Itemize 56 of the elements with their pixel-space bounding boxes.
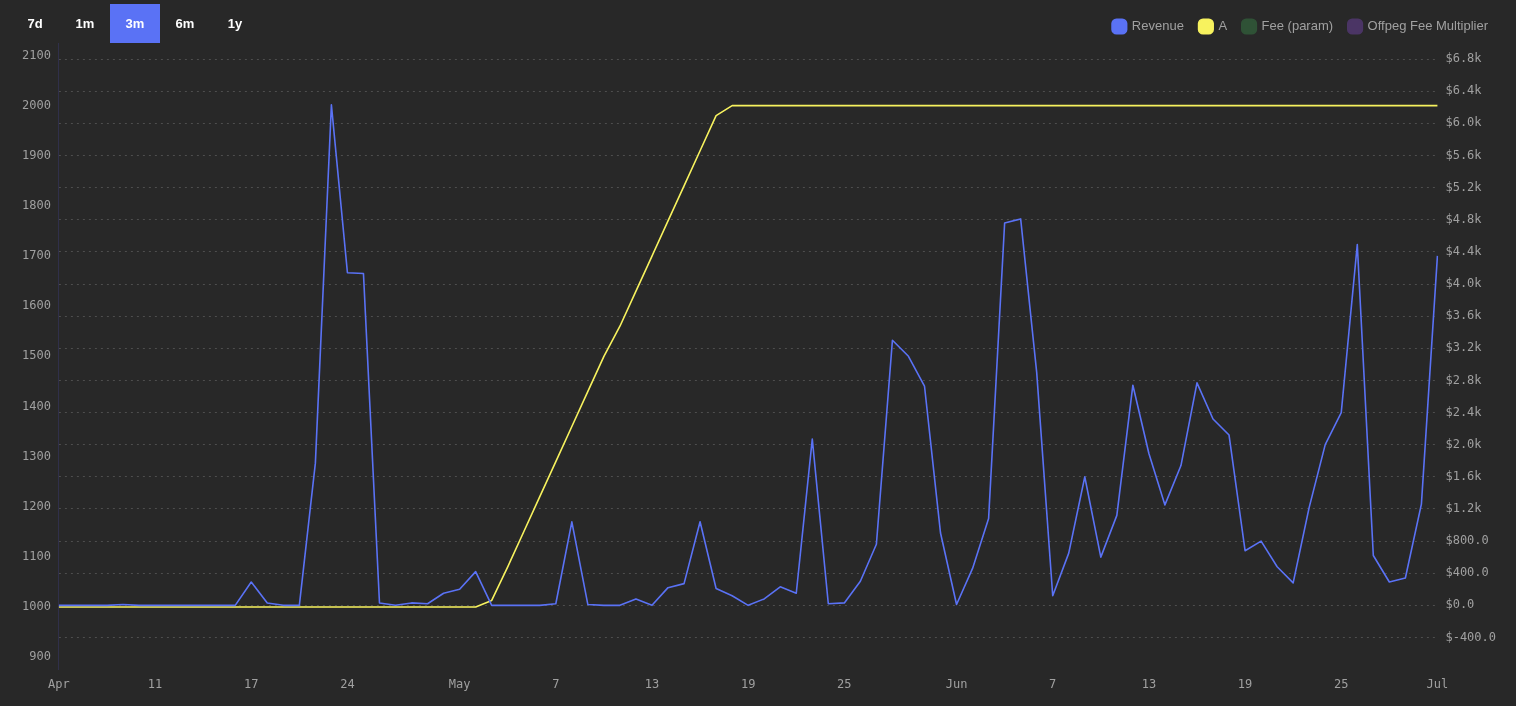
y-tick-label: 1600 bbox=[21, 298, 51, 313]
x-tick-label: 17 bbox=[244, 676, 259, 691]
x-tick-label: 19 bbox=[740, 676, 756, 691]
y2-tick-label: $1.2k bbox=[1445, 501, 1483, 516]
y2-tick-label: $-400.0 bbox=[1445, 629, 1497, 644]
x-tick-label: 13 bbox=[1141, 676, 1157, 691]
y2-tick-label: $6.4k bbox=[1445, 83, 1483, 98]
text: 1y bbox=[226, 15, 244, 33]
y2-tick-label: $3.6k bbox=[1445, 308, 1483, 323]
y-tick-label: 2000 bbox=[21, 97, 51, 112]
x-tick-label: Jun bbox=[945, 676, 968, 691]
y2-tick-label: $800.0 bbox=[1445, 533, 1489, 548]
y-tick-label: 1100 bbox=[21, 548, 51, 563]
y-tick-label: 1900 bbox=[21, 147, 51, 162]
y2-tick-label: $2.4k bbox=[1445, 404, 1483, 419]
x-tick-label: Apr bbox=[48, 676, 70, 691]
x-tick-label: Jul bbox=[1426, 676, 1449, 691]
x-tick-label: 25 bbox=[837, 676, 852, 691]
y2-tick-label: $4.0k bbox=[1445, 276, 1483, 291]
y2-tick-label: $6.0k bbox=[1445, 115, 1483, 130]
legend-label: Fee (param) bbox=[1261, 18, 1334, 34]
y-tick-label: 1200 bbox=[21, 498, 51, 513]
y-tick-label: 900 bbox=[29, 649, 51, 664]
x-tick-label: 7 bbox=[552, 676, 560, 691]
y-tick-label: 2100 bbox=[21, 47, 51, 62]
text: 1m bbox=[74, 15, 96, 33]
x-tick-label: 7 bbox=[1049, 676, 1057, 691]
y2-tick-label: $2.0k bbox=[1445, 436, 1483, 451]
x-tick-label: 25 bbox=[1334, 676, 1349, 691]
y2-tick-label: $1.6k bbox=[1445, 468, 1483, 483]
y2-tick-label: $5.6k bbox=[1445, 147, 1483, 162]
legend-label: Offpeg Fee Multiplier bbox=[1367, 18, 1489, 34]
y-tick-label: 1500 bbox=[21, 348, 51, 363]
x-tick-label: 13 bbox=[644, 676, 660, 691]
text: 6m bbox=[174, 15, 196, 33]
y2-tick-label: $6.8k bbox=[1445, 51, 1483, 66]
text: 7d bbox=[26, 15, 44, 33]
y-tick-label: 1000 bbox=[21, 599, 51, 614]
y2-tick-label: $2.8k bbox=[1445, 372, 1483, 387]
y2-tick-label: $4.4k bbox=[1445, 243, 1483, 258]
y2-tick-label: $0.0 bbox=[1445, 597, 1475, 612]
x-tick-label: May bbox=[448, 676, 471, 691]
y-tick-label: 1400 bbox=[21, 398, 51, 413]
legend-label: A bbox=[1218, 18, 1228, 34]
x-tick-label: 11 bbox=[147, 676, 163, 691]
legend-label: Revenue bbox=[1131, 18, 1184, 34]
y2-tick-label: $5.2k bbox=[1445, 179, 1483, 194]
y2-tick-label: $4.8k bbox=[1445, 211, 1483, 226]
y-tick-label: 1700 bbox=[21, 248, 51, 263]
text: 3m bbox=[110, 4, 160, 43]
x-tick-label: 19 bbox=[1237, 676, 1253, 691]
y-tick-label: 1300 bbox=[21, 448, 51, 463]
y-tick-label: 1800 bbox=[21, 198, 51, 213]
y2-tick-label: $3.2k bbox=[1445, 340, 1483, 355]
x-tick-label: 24 bbox=[340, 676, 355, 691]
y2-tick-label: $400.0 bbox=[1445, 565, 1489, 580]
